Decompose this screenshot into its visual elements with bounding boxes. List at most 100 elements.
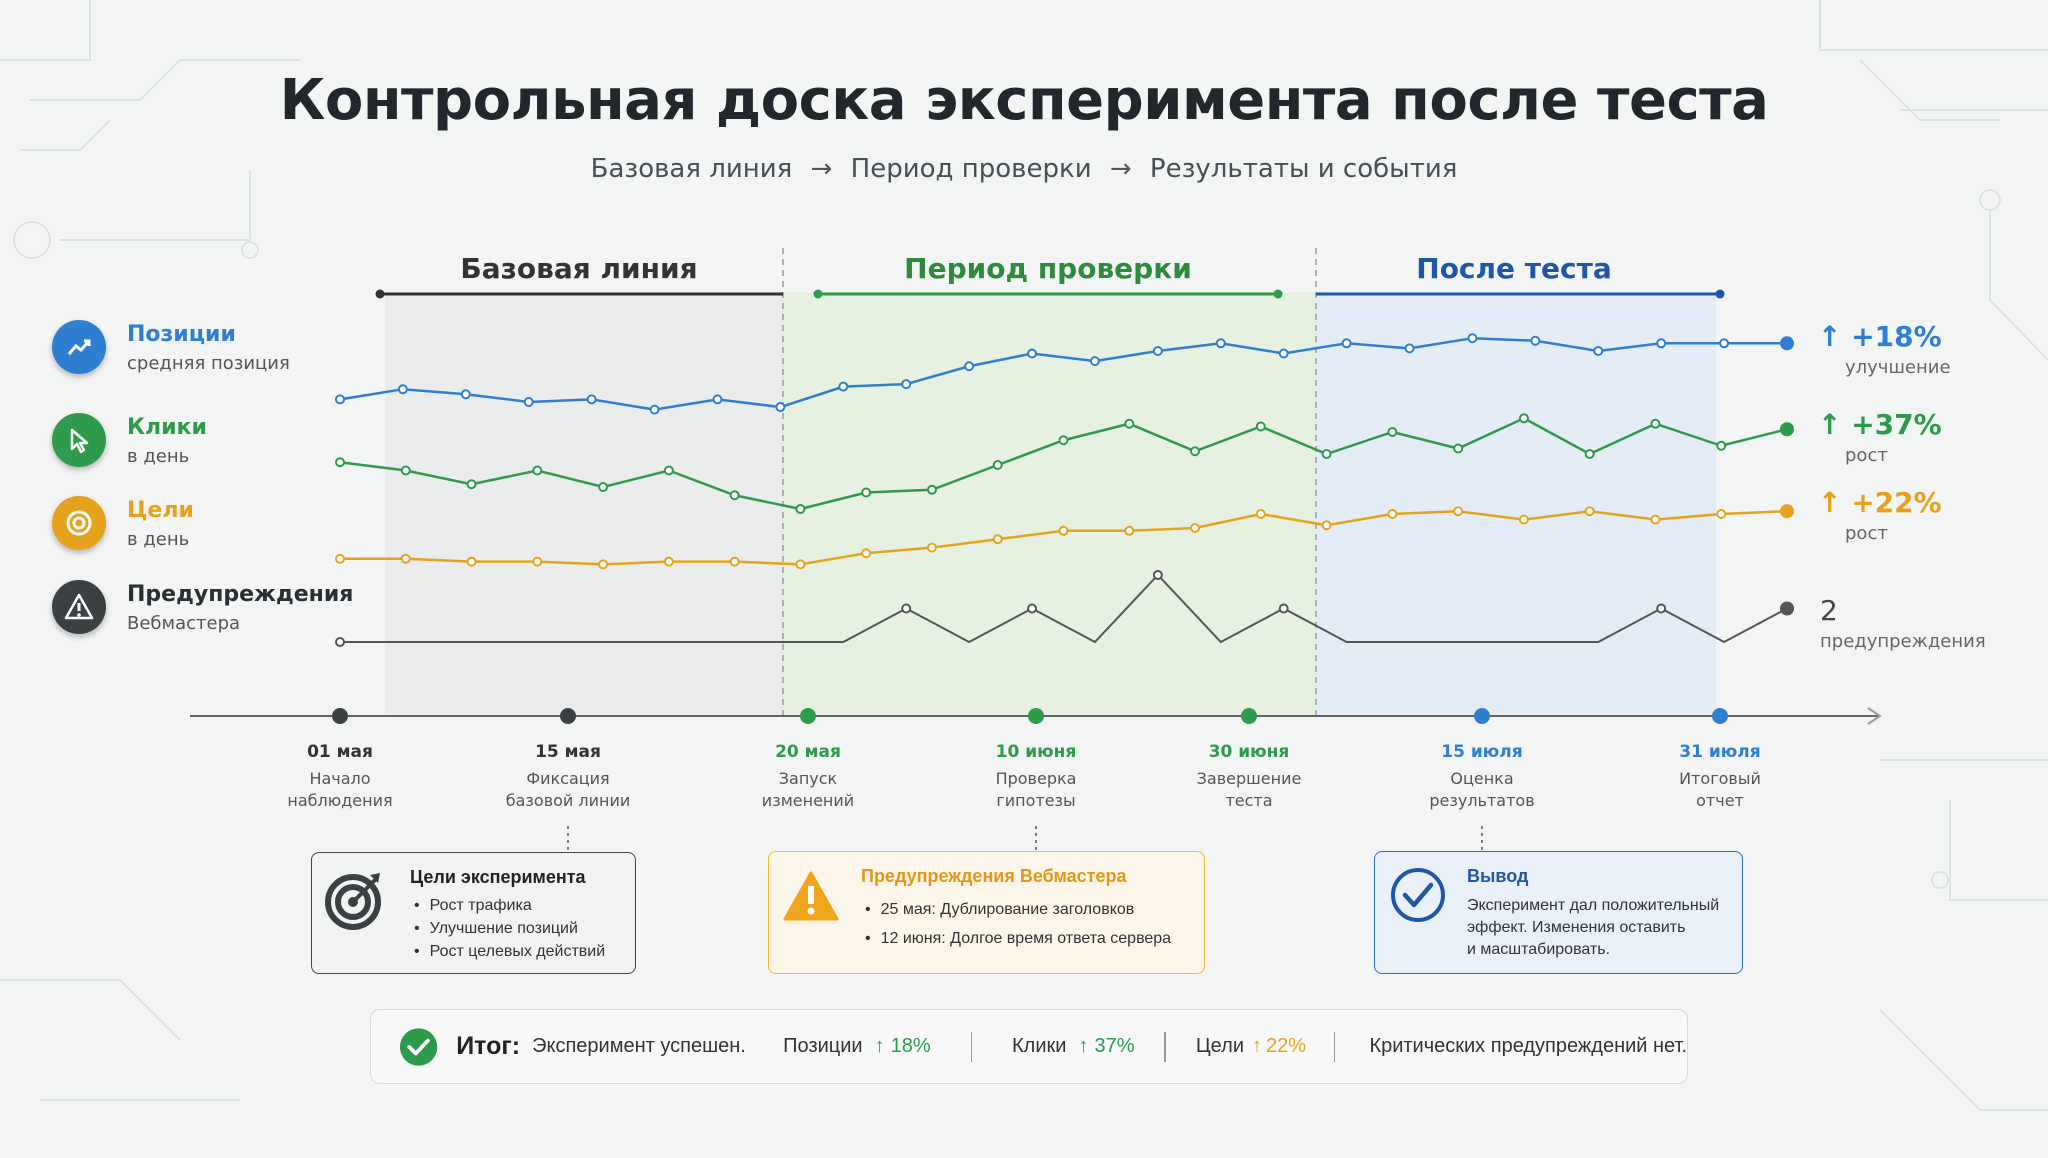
warning-icon [52, 580, 106, 634]
goals-card-item: Рост трафика [414, 894, 605, 917]
timeline-event-line: изменений [761, 791, 855, 810]
timeline-event-5: 30 июня Завершение теста [1174, 742, 1324, 812]
series-line-4 [340, 573, 1788, 644]
timeline-axis-arrow [1867, 707, 1882, 725]
series-point [1341, 338, 1352, 349]
timeline-event-line: наблюдения [287, 791, 393, 810]
series-point [1255, 421, 1266, 432]
timeline-event-line: Итоговый [1679, 769, 1761, 788]
series-point [1387, 509, 1398, 519]
phase-bar-baseline-start [375, 289, 385, 299]
page-title: Контрольная доска эксперимента после тес… [279, 68, 1769, 133]
series-point [1278, 348, 1289, 359]
series-point [663, 465, 674, 476]
series-point [1593, 345, 1604, 356]
delta-clicks: ↑ +37% рост [1818, 408, 1942, 466]
series-point [1387, 427, 1398, 437]
timeline-event-2: 15 мая Фиксация базовой линии [493, 742, 643, 812]
success-check-icon [399, 1027, 438, 1066]
series-point [1518, 514, 1529, 525]
cursor-icon [52, 413, 106, 467]
summary-label: Итог: [456, 1032, 521, 1060]
delta-positions-arrow: ↑ [1818, 320, 1842, 353]
metric-clicks-title: Клики [127, 415, 207, 440]
metric-warnings-title: Предупреждения [127, 582, 354, 607]
series-point [466, 479, 477, 490]
summary-text: Эксперимент успешен. [532, 1035, 746, 1057]
phase-bar-after-end [1715, 289, 1725, 299]
phase-label-baseline: Базовая линия [460, 252, 698, 285]
delta-clicks-sub: рост [1845, 445, 1888, 466]
timeline-event-7: 31 июля Итоговый отчет [1645, 742, 1795, 812]
subtitle-part-2: Период проверки [850, 154, 1092, 184]
timeline-dot [1241, 708, 1257, 724]
delta-warnings-sub: предупреждения [1820, 631, 1986, 652]
timeline-dot [1474, 708, 1490, 724]
series-point [861, 548, 872, 559]
summary-warnings-text: Критических предупреждений нет. [1369, 1035, 1688, 1057]
series-point [1278, 603, 1289, 614]
series-point [964, 361, 975, 372]
timeline-dots [332, 708, 1728, 724]
series-point [1027, 348, 1038, 359]
series-point [901, 603, 912, 614]
summary-positions-value: 18% [890, 1035, 931, 1057]
warnings-card-item: 25 мая: Дублирование заголовков [865, 895, 1171, 924]
series-point [838, 381, 849, 392]
series-point [1584, 506, 1595, 517]
series-point [1190, 523, 1201, 533]
series-point [1656, 338, 1667, 349]
delta-clicks-value: +37% [1851, 408, 1942, 441]
series-point [1584, 449, 1595, 459]
timeline-event-line: Запуск [778, 769, 838, 788]
series-point [1780, 601, 1794, 616]
series-point [1716, 440, 1727, 451]
baseline-zone [385, 292, 783, 716]
timeline-event-line: Оценка [1450, 769, 1514, 788]
check-circle-icon [1391, 868, 1445, 922]
series-point [1152, 570, 1163, 580]
warnings-card-title: Предупреждения Вебмастера [861, 866, 1127, 886]
series-point [400, 465, 411, 476]
summary-positions-arrow: ↑ [874, 1035, 885, 1057]
timeline-dot [560, 708, 576, 724]
timeline-dot [332, 708, 348, 724]
conclusion-line: эффект. Изменения оставить [1467, 919, 1686, 936]
series-point [1780, 336, 1794, 351]
conclusion-line: Эксперимент дал положительный [1467, 897, 1720, 914]
goals-card-item: Улучшение позиций [414, 917, 605, 940]
metric-goals-title: Цели [127, 498, 194, 523]
target-icon [52, 496, 106, 550]
series-point [1716, 509, 1727, 519]
series-point [992, 460, 1003, 470]
phase-label-test: Период проверки [904, 252, 1192, 285]
subtitle-arrow-1: → [810, 154, 833, 184]
series-point [1124, 418, 1135, 429]
metric-clicks: Клики в день [127, 415, 207, 467]
series-point [1089, 356, 1100, 367]
summary-clicks-value: 37% [1094, 1035, 1135, 1057]
series-point [1453, 506, 1464, 517]
test-zone [783, 292, 1316, 716]
phase-label-after: После теста [1416, 252, 1612, 285]
series-point [598, 482, 609, 492]
series-point [460, 389, 471, 400]
series-point [598, 559, 609, 570]
series-point [926, 542, 937, 553]
series-point [729, 490, 740, 501]
summary-bar: Итог: Эксперимент успешен. Позиции ↑ 18%… [370, 1009, 1688, 1084]
timeline-date: 20 мая [775, 742, 841, 762]
series-point [1650, 514, 1661, 525]
timeline-event-line: Начало [309, 769, 371, 788]
summary-positions-label: Позиции [783, 1035, 863, 1057]
series-point [1719, 338, 1730, 349]
timeline-event-line: Завершение [1196, 769, 1302, 788]
series-point [1530, 335, 1541, 346]
series-point [532, 556, 543, 567]
series-point [1453, 443, 1464, 454]
delta-positions-sub: улучшение [1845, 357, 1951, 378]
delta-clicks-arrow: ↑ [1818, 408, 1842, 441]
delta-goals: ↑ +22% рост [1818, 486, 1942, 544]
